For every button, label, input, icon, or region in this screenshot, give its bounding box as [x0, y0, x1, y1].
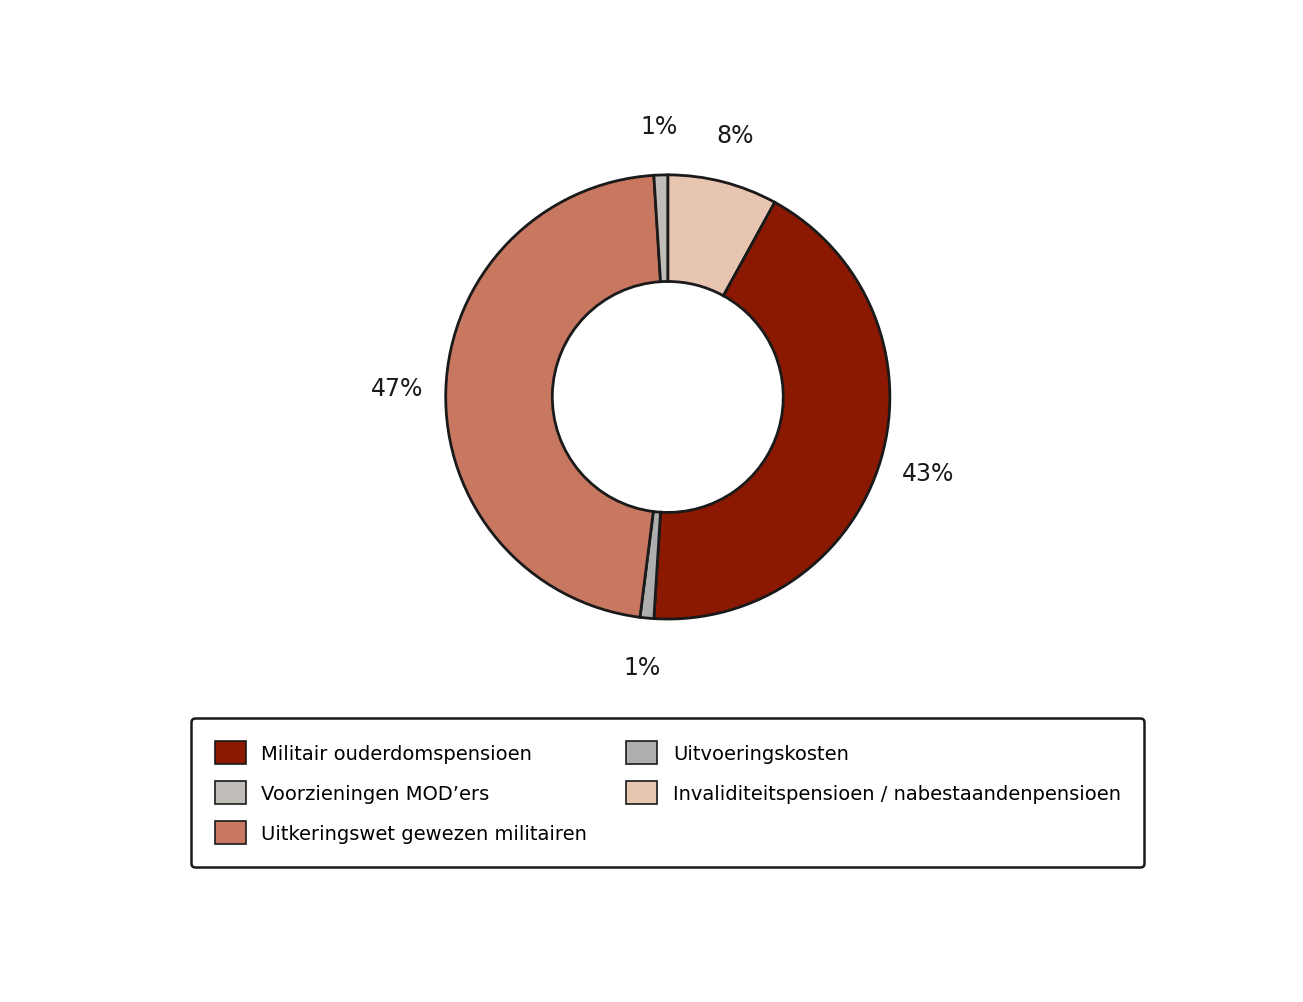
Text: 8%: 8%: [717, 123, 754, 147]
Wedge shape: [446, 176, 661, 617]
Wedge shape: [640, 512, 661, 619]
Text: 47%: 47%: [371, 377, 423, 401]
Text: 43%: 43%: [902, 461, 954, 485]
Legend: Militair ouderdomspensioen, Voorzieningen MOD’ers, Uitkeringswet gewezen militai: Militair ouderdomspensioen, Voorzieninge…: [192, 718, 1144, 867]
Text: 1%: 1%: [624, 655, 661, 679]
Wedge shape: [654, 175, 668, 283]
Wedge shape: [654, 203, 890, 619]
Wedge shape: [667, 175, 775, 297]
Text: 1%: 1%: [641, 115, 678, 139]
